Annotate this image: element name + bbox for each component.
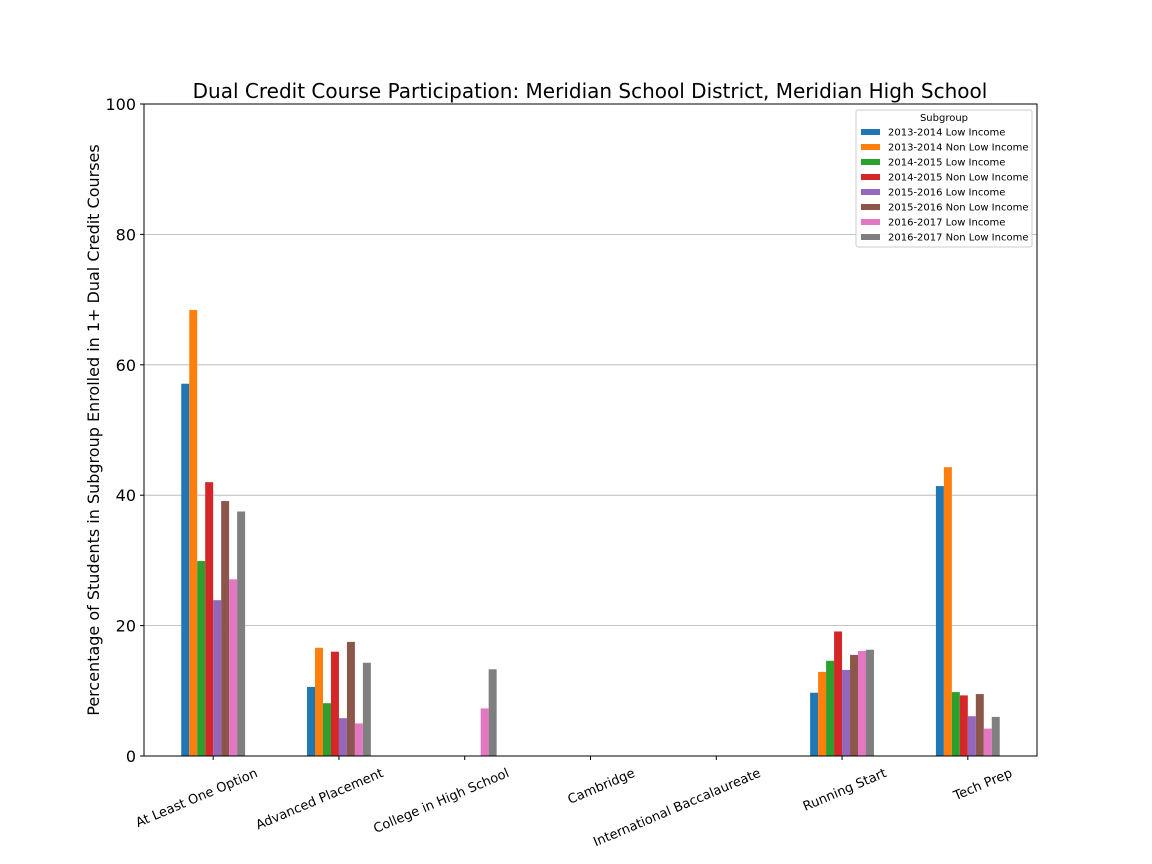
y-tick-label: 0 xyxy=(126,747,136,766)
grid-lines xyxy=(144,233,1037,626)
legend-entry: 2013-2014 Non Low Income xyxy=(888,143,1028,154)
legend-box xyxy=(855,109,1033,248)
bar xyxy=(346,641,355,756)
legend-swatch xyxy=(861,219,880,225)
bar xyxy=(858,651,866,756)
legend-swatch xyxy=(861,234,880,240)
bar xyxy=(842,669,851,756)
bar xyxy=(181,383,190,756)
bar xyxy=(338,718,347,756)
bar xyxy=(221,501,230,756)
y-axis-label: Percentage of Students in Subgroup Enrol… xyxy=(84,144,103,715)
y-tick-label: 60 xyxy=(116,356,136,375)
bar xyxy=(229,579,238,756)
legend-entry: 2016-2017 Low Income xyxy=(888,218,1005,229)
legend-swatch xyxy=(861,144,880,150)
bar xyxy=(826,660,835,756)
bar xyxy=(330,651,339,756)
legend-swatch xyxy=(861,174,880,180)
y-tick-label: 100 xyxy=(105,95,136,114)
bar xyxy=(975,694,984,756)
legend-entry: 2015-2016 Non Low Income xyxy=(888,203,1028,214)
bar xyxy=(354,723,363,756)
bars xyxy=(181,310,1000,756)
y-tick-label: 40 xyxy=(116,486,136,505)
bar xyxy=(935,486,944,756)
bar xyxy=(480,708,489,756)
bar xyxy=(362,662,371,756)
bar xyxy=(205,482,214,756)
bar xyxy=(818,671,827,756)
bar xyxy=(943,467,952,756)
legend-entry: 2013-2014 Low Income xyxy=(888,128,1005,139)
legend-entry: 2014-2015 Low Income xyxy=(888,158,1005,169)
legend-swatch xyxy=(861,159,880,165)
bar xyxy=(237,511,246,756)
bar xyxy=(322,703,331,756)
legend-entry: 2015-2016 Low Income xyxy=(888,188,1005,199)
bar xyxy=(959,695,968,756)
bar xyxy=(213,600,222,756)
bar xyxy=(315,647,323,756)
bar xyxy=(865,649,874,756)
bar xyxy=(197,561,206,756)
y-axis-ticks: 0 20 40 60 80 100 xyxy=(105,95,144,766)
legend-swatch xyxy=(861,189,880,195)
bar xyxy=(810,692,819,756)
chart-title: Dual Credit Course Participation: Meridi… xyxy=(193,79,988,103)
bar xyxy=(834,631,843,756)
legend-swatch xyxy=(861,204,880,210)
y-tick-label: 80 xyxy=(116,225,136,244)
legend-entry: 2016-2017 Non Low Income xyxy=(888,233,1028,244)
bar xyxy=(983,728,992,756)
y-tick-label: 20 xyxy=(116,617,136,636)
bar xyxy=(850,654,859,756)
legend-swatch xyxy=(861,129,880,135)
legend-title: Subgroup xyxy=(920,113,968,124)
legend-entry: 2014-2015 Non Low Income xyxy=(888,173,1028,184)
bar xyxy=(991,716,1000,756)
legend: Subgroup 2013-2014 Low Income 2013-2014 No… xyxy=(855,109,1033,248)
bar xyxy=(951,692,960,756)
bar xyxy=(307,686,316,756)
bar xyxy=(967,716,976,756)
bar xyxy=(488,669,497,756)
bar xyxy=(189,310,198,756)
